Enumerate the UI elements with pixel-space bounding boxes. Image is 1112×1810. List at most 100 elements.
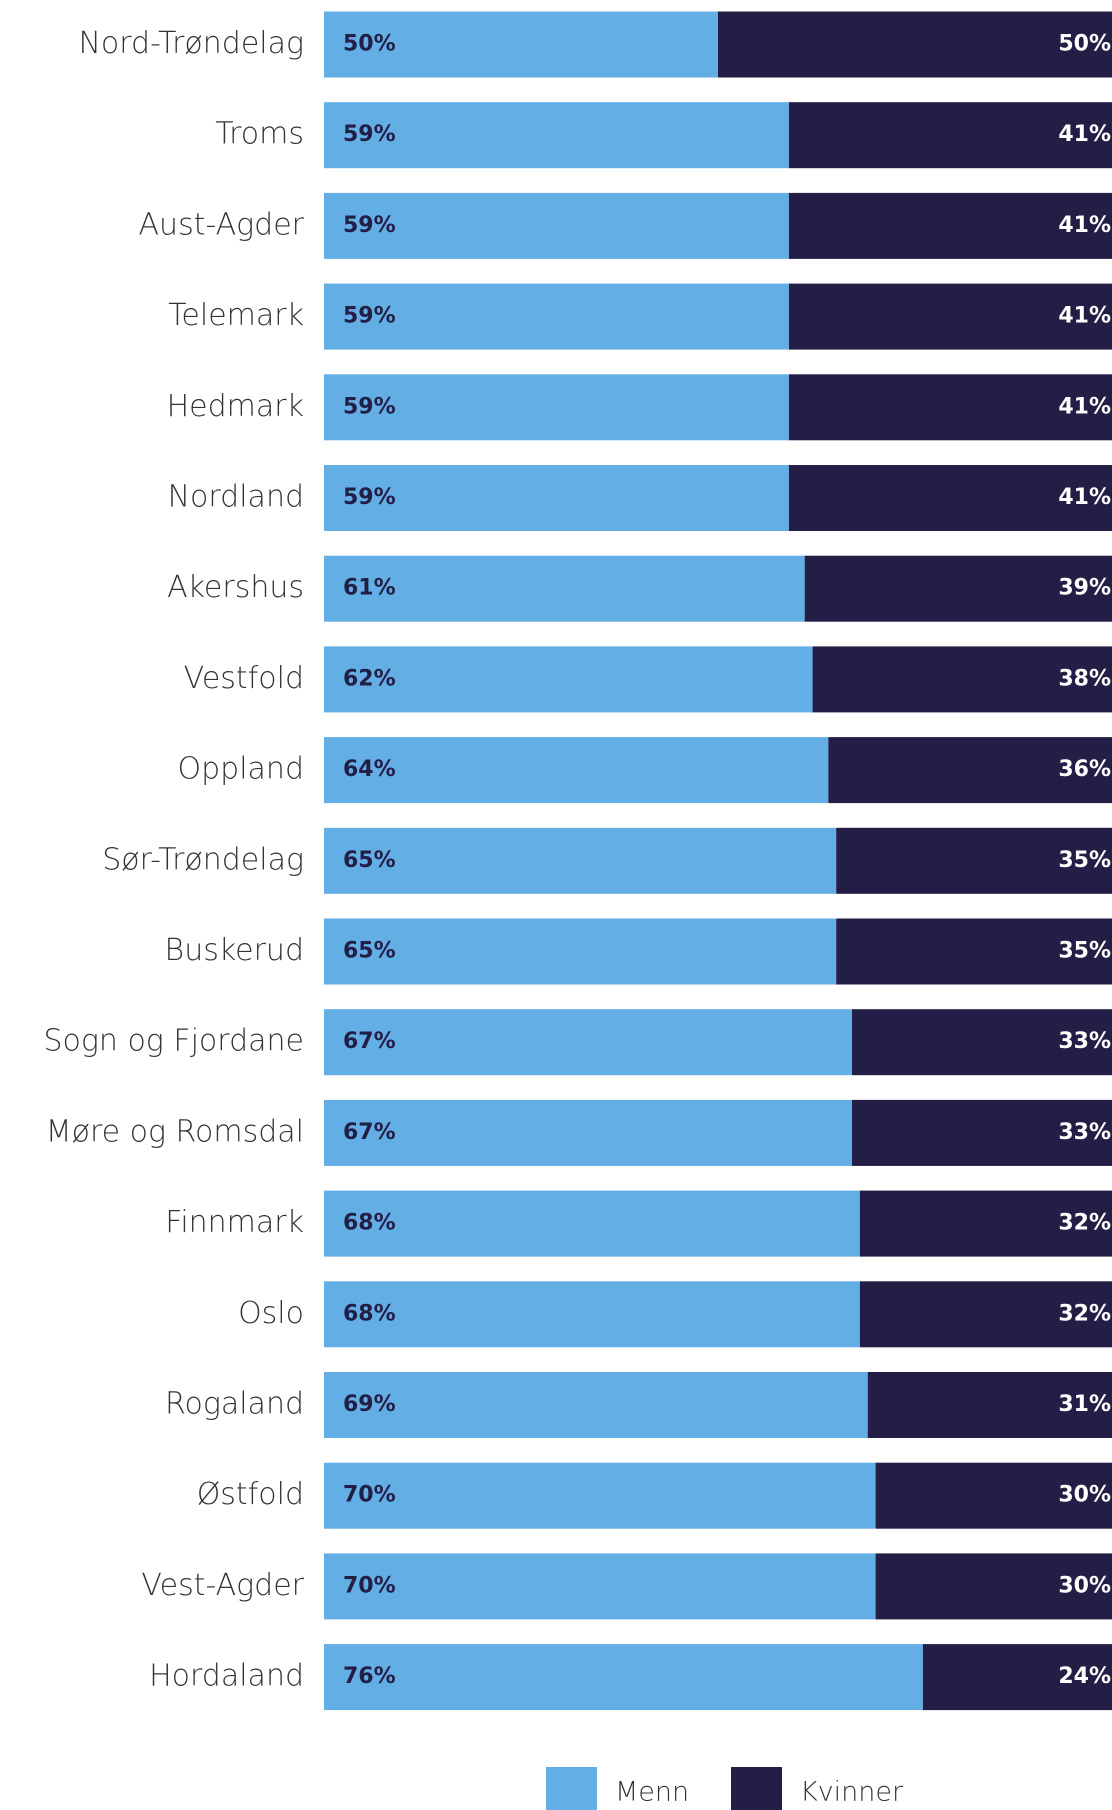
value-label: 41%: [1058, 304, 1111, 329]
bar-segment: [324, 374, 789, 441]
category-label: Hedmark: [167, 389, 304, 424]
category-label: Akershus: [167, 570, 304, 605]
value-label: 41%: [1058, 394, 1111, 419]
category-label: Sør-Trøndelag: [102, 842, 304, 877]
value-label: 67%: [343, 1029, 396, 1054]
value-label: 41%: [1058, 485, 1111, 510]
value-label: 70%: [343, 1573, 396, 1598]
value-label: 68%: [343, 1211, 396, 1236]
bar-segment: [788, 374, 1112, 441]
value-label: 24%: [1058, 1664, 1111, 1689]
category-label: Buskerud: [165, 933, 304, 968]
category-label: Rogaland: [165, 1387, 304, 1422]
bar-segment: [324, 1009, 852, 1076]
bar-segment: [788, 192, 1112, 259]
bar-segment: [875, 1462, 1112, 1529]
value-label: 33%: [1058, 1029, 1111, 1054]
bar-segment: [324, 102, 789, 169]
legend-swatch: [731, 1767, 782, 1810]
legend-label: Kvinner: [800, 1777, 904, 1808]
value-label: 39%: [1058, 576, 1111, 601]
bar-segment: [324, 1099, 852, 1166]
category-label: Telemark: [168, 298, 304, 333]
bar-segment: [788, 465, 1112, 531]
legend-swatch: [546, 1767, 597, 1810]
bar-segment: [324, 192, 789, 259]
bar-segment: [875, 1553, 1112, 1620]
value-label: 41%: [1058, 213, 1111, 238]
category-label: Troms: [215, 117, 304, 152]
bar-segment: [324, 827, 837, 894]
value-label: 35%: [1058, 848, 1111, 873]
value-label: 41%: [1058, 122, 1111, 147]
value-label: 59%: [343, 122, 396, 147]
value-label: 50%: [343, 32, 396, 57]
bar-segment: [324, 1281, 860, 1348]
value-label: 32%: [1058, 1211, 1111, 1236]
bar-segment: [804, 555, 1112, 622]
value-label: 35%: [1058, 939, 1111, 964]
category-label: Hordaland: [149, 1659, 304, 1694]
value-label: 65%: [343, 848, 396, 873]
bar-segment: [324, 1372, 868, 1438]
bar-segment: [324, 11, 718, 78]
bar-segment: [859, 1190, 1112, 1257]
value-label: 67%: [343, 1120, 396, 1145]
bar-segment: [788, 102, 1112, 169]
value-label: 76%: [343, 1664, 396, 1689]
category-label: Finnmark: [165, 1205, 304, 1240]
bar-segment: [836, 918, 1112, 985]
value-label: 62%: [343, 666, 396, 691]
bar-segment: [836, 827, 1112, 894]
bar-segment: [828, 737, 1112, 804]
bar-segment: [324, 1553, 876, 1620]
bar-segment: [788, 283, 1112, 350]
legend-label: Menn: [615, 1777, 689, 1808]
bar-segment: [324, 465, 789, 531]
bar-segment: [324, 1644, 923, 1711]
bar-segment: [812, 646, 1112, 713]
bar-segment: [324, 918, 837, 985]
category-label: Vestfold: [184, 661, 304, 696]
value-label: 59%: [343, 213, 396, 238]
value-label: 70%: [343, 1483, 396, 1508]
bar-segment: [324, 646, 813, 713]
value-label: 36%: [1058, 757, 1111, 782]
value-label: 38%: [1058, 666, 1111, 691]
category-label: Møre og Romsdal: [46, 1114, 304, 1149]
bar-segment: [851, 1099, 1112, 1166]
value-label: 50%: [1058, 32, 1111, 57]
bar-segment: [324, 283, 789, 350]
bar-segment: [867, 1372, 1112, 1438]
value-label: 59%: [343, 304, 396, 329]
value-label: 64%: [343, 757, 396, 782]
value-label: 31%: [1058, 1392, 1111, 1417]
value-label: 59%: [343, 394, 396, 419]
category-label: Aust-Agder: [139, 207, 305, 242]
bar-segment: [859, 1281, 1112, 1348]
value-label: 68%: [343, 1301, 396, 1326]
category-label: Oslo: [238, 1296, 304, 1331]
category-label: Oppland: [178, 752, 304, 787]
bar-segment: [324, 1462, 876, 1529]
value-label: 65%: [343, 939, 396, 964]
category-label: Nordland: [168, 480, 304, 515]
value-label: 33%: [1058, 1120, 1111, 1145]
category-label: Nord-Trøndelag: [78, 26, 304, 61]
bar-segment: [851, 1009, 1112, 1076]
bar-segment: [922, 1644, 1112, 1711]
value-label: 61%: [343, 576, 396, 601]
category-label: Vest-Agder: [141, 1568, 304, 1603]
bar-segment: [718, 11, 1112, 78]
bar-segment: [324, 1190, 860, 1257]
bar-segment: [324, 737, 829, 804]
bar-segment: [324, 555, 805, 622]
category-label: Østfold: [197, 1477, 304, 1512]
category-label: Sogn og Fjordane: [44, 1024, 305, 1059]
value-label: 32%: [1058, 1301, 1111, 1326]
value-label: 30%: [1058, 1483, 1111, 1508]
value-label: 69%: [343, 1392, 396, 1417]
value-label: 30%: [1058, 1573, 1111, 1598]
value-label: 59%: [343, 485, 396, 510]
